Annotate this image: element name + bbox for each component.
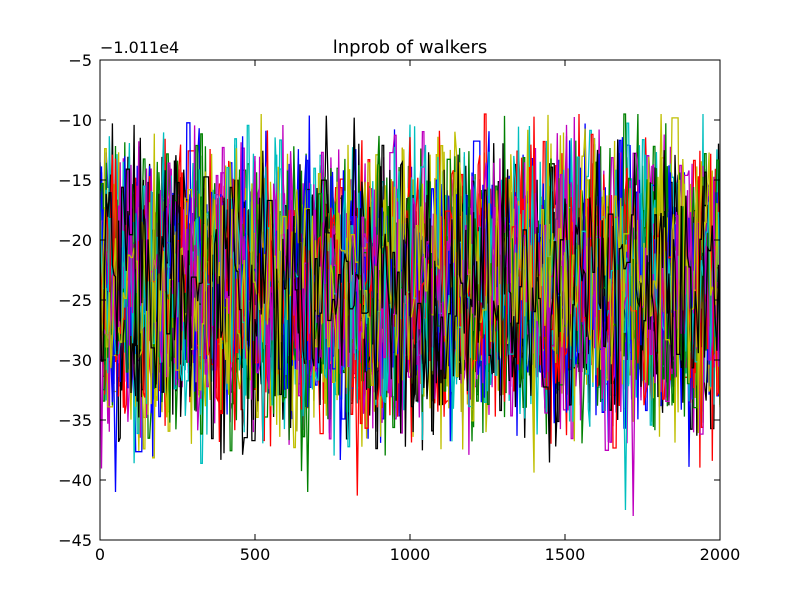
walker-extreme-spike <box>622 359 628 511</box>
x-tick-label: 1500 <box>545 545 586 564</box>
y-tick-label: −15 <box>58 171 92 190</box>
walker-line <box>100 124 720 463</box>
y-tick-label: −40 <box>58 471 92 490</box>
y-tick-label: −5 <box>68 51 92 70</box>
walker-extreme-spike <box>351 117 357 217</box>
walker-extreme-spike <box>630 359 636 517</box>
x-tick-label: 0 <box>95 545 105 564</box>
y-tick-label: −35 <box>58 411 92 430</box>
x-tick-label: 1000 <box>390 545 431 564</box>
y-axis-offset-label: −1.011e4 <box>100 38 179 57</box>
walker-series-group <box>100 113 720 517</box>
y-tick-label: −45 <box>58 531 92 550</box>
walker-extreme-spike <box>305 359 311 493</box>
y-tick-label: −10 <box>58 111 92 130</box>
y-tick-label: −30 <box>58 351 92 370</box>
walker-extreme-spike <box>112 359 119 493</box>
x-axis: 0 500 1000 1500 2000 <box>95 60 740 564</box>
chart-title: lnprob of walkers <box>333 37 487 58</box>
x-tick-label: 500 <box>240 545 271 564</box>
walker-extreme-spike <box>658 113 664 217</box>
y-tick-label: −20 <box>58 231 92 250</box>
y-axis: −45 −40 −35 −30 −25 −20 −15 −10 −5 <box>58 51 720 550</box>
x-tick-label: 2000 <box>700 545 741 564</box>
walker-extreme-spike <box>354 359 360 496</box>
y-tick-label: −25 <box>58 291 92 310</box>
